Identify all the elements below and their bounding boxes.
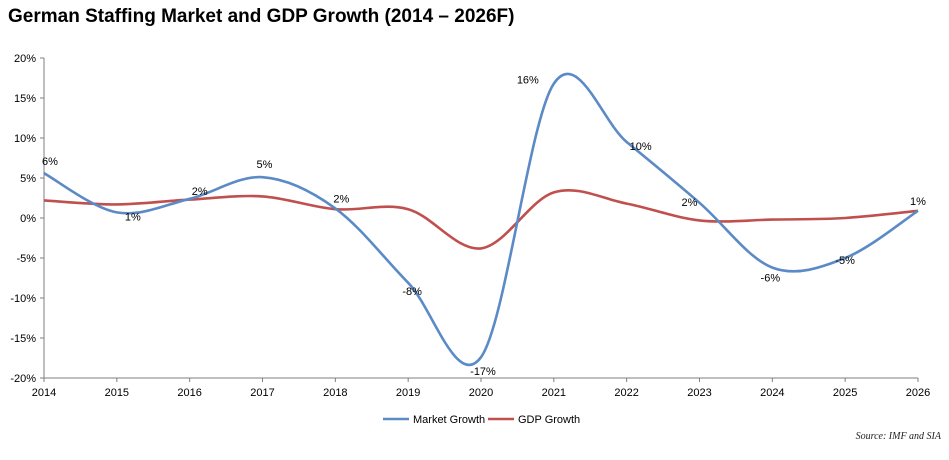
x-tick-label: 2021	[542, 387, 566, 399]
data-label: 2%	[333, 193, 349, 205]
data-label: 1%	[125, 211, 141, 223]
x-tick-label: 2024	[760, 387, 784, 399]
data-label: -17%	[470, 366, 496, 378]
chart-title: German Staffing Market and GDP Growth (2…	[8, 6, 515, 27]
y-tick-label: 0%	[20, 213, 36, 225]
market-growth-line	[43, 72, 919, 367]
data-label: 2%	[682, 197, 698, 209]
data-label: 1%	[910, 196, 926, 208]
y-tick-label: 10%	[14, 133, 36, 145]
gdp-growth-line	[43, 188, 919, 250]
y-tick-label: -10%	[10, 293, 36, 305]
x-tick-label: 2020	[469, 387, 493, 399]
legend-label-market-growth: Market Growth	[413, 414, 485, 426]
legend-label-gdp-growth: GDP Growth	[518, 414, 580, 426]
data-label: 10%	[630, 141, 652, 153]
data-label: 16%	[517, 75, 539, 87]
y-tick-label: -20%	[10, 373, 36, 385]
y-tick-label: 20%	[14, 53, 36, 65]
data-label: 5%	[257, 159, 273, 171]
x-tick-label: 2023	[687, 387, 711, 399]
data-label: 6%	[42, 156, 58, 168]
x-tick-label: 2022	[614, 387, 638, 399]
x-tick-label: 2017	[250, 387, 274, 399]
x-tick-label: 2019	[396, 387, 420, 399]
y-tick-label: -15%	[10, 333, 36, 345]
x-tick-label: 2026	[906, 387, 930, 399]
y-tick-label: 15%	[14, 93, 36, 105]
x-tick-label: 2016	[177, 387, 201, 399]
data-label: -8%	[402, 286, 422, 298]
x-tick-label: 2015	[105, 387, 129, 399]
y-tick-label: -5%	[16, 253, 36, 265]
y-tick-label: 5%	[20, 173, 36, 185]
x-tick-label: 2018	[323, 387, 347, 399]
x-tick-label: 2014	[32, 387, 56, 399]
data-label: -6%	[761, 273, 781, 285]
source-note: Source: IMF and SIA	[855, 431, 941, 442]
x-tick-label: 2025	[833, 387, 857, 399]
data-label: -5%	[835, 255, 855, 267]
data-label: 2%	[192, 186, 208, 198]
